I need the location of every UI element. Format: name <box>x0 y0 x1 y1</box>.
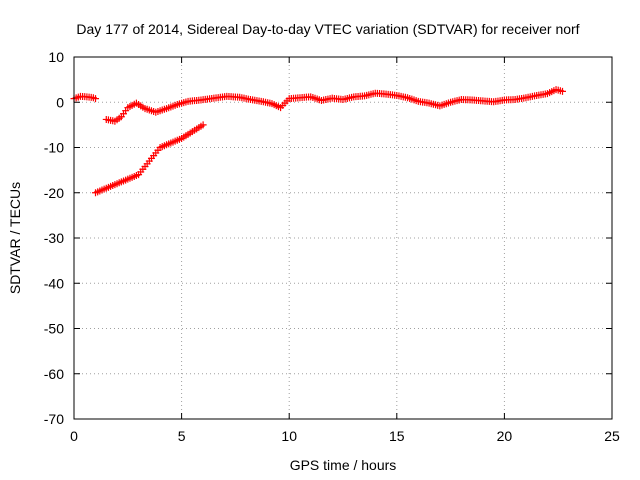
data-point <box>559 87 567 95</box>
grid <box>74 57 612 419</box>
x-tick-label: 20 <box>497 428 513 444</box>
chart-title: Day 177 of 2014, Sidereal Day-to-day VTE… <box>76 21 579 37</box>
y-tick-label: -40 <box>44 275 64 291</box>
x-tick-label: 0 <box>70 428 78 444</box>
y-tick-label: 10 <box>48 49 64 65</box>
y-tick-label: -60 <box>44 366 64 382</box>
x-tick-label: 15 <box>389 428 405 444</box>
x-tick-label: 5 <box>178 428 186 444</box>
x-tick-label: 10 <box>281 428 297 444</box>
y-tick-label: -30 <box>44 230 64 246</box>
data-point <box>92 95 100 103</box>
y-axis-title: SDTVAR / TECUs <box>7 182 23 294</box>
y-tick-label: 0 <box>56 94 64 110</box>
x-axis-title: GPS time / hours <box>290 457 397 473</box>
y-tick-label: -50 <box>44 321 64 337</box>
y-tick-label: -70 <box>44 411 64 427</box>
data-point <box>199 121 207 129</box>
y-tick-label: -10 <box>44 140 64 156</box>
x-tick-label: 25 <box>604 428 620 444</box>
data-points <box>70 86 567 197</box>
axis-ticks: 0 5 10 15 20 25 -70 -60 -50 -40 -30 -20 -10 0 10 <box>44 49 620 444</box>
y-tick-label: -20 <box>44 185 64 201</box>
